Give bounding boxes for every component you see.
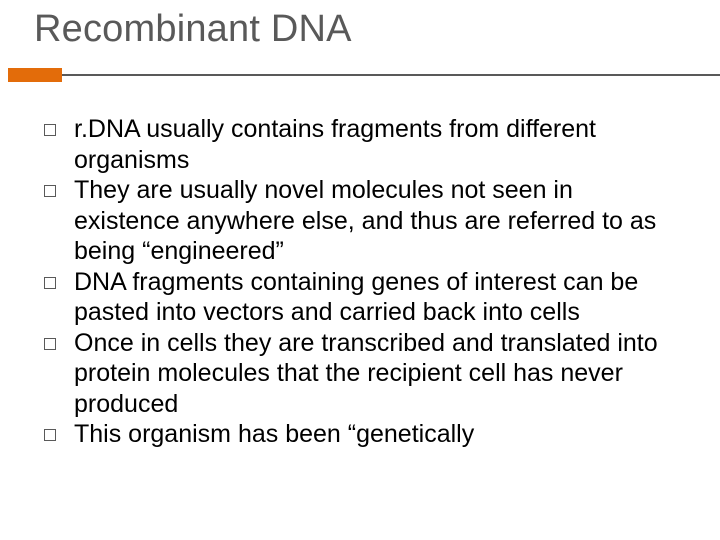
body-content: r.DNA usually contains fragments from di…: [44, 114, 684, 450]
bullet-icon: [44, 277, 56, 289]
list-item: Once in cells they are transcribed and t…: [44, 328, 684, 420]
page-title: Recombinant DNA: [0, 0, 720, 51]
list-item: This organism has been “genetically: [44, 419, 684, 450]
accent-bar: [8, 68, 62, 82]
bullet-text: DNA fragments containing genes of intere…: [74, 267, 684, 328]
title-rule: [0, 68, 720, 82]
list-item: r.DNA usually contains fragments from di…: [44, 114, 684, 175]
bullet-text: This organism has been “genetically: [74, 419, 474, 450]
bullet-text: r.DNA usually contains fragments from di…: [74, 114, 684, 175]
list-item: They are usually novel molecules not see…: [44, 175, 684, 267]
list-item: DNA fragments containing genes of intere…: [44, 267, 684, 328]
divider-line: [62, 74, 720, 76]
bullet-icon: [44, 338, 56, 350]
bullet-text: Once in cells they are transcribed and t…: [74, 328, 684, 420]
bullet-text: They are usually novel molecules not see…: [74, 175, 684, 267]
bullet-icon: [44, 124, 56, 136]
bullet-icon: [44, 429, 56, 441]
bullet-icon: [44, 185, 56, 197]
